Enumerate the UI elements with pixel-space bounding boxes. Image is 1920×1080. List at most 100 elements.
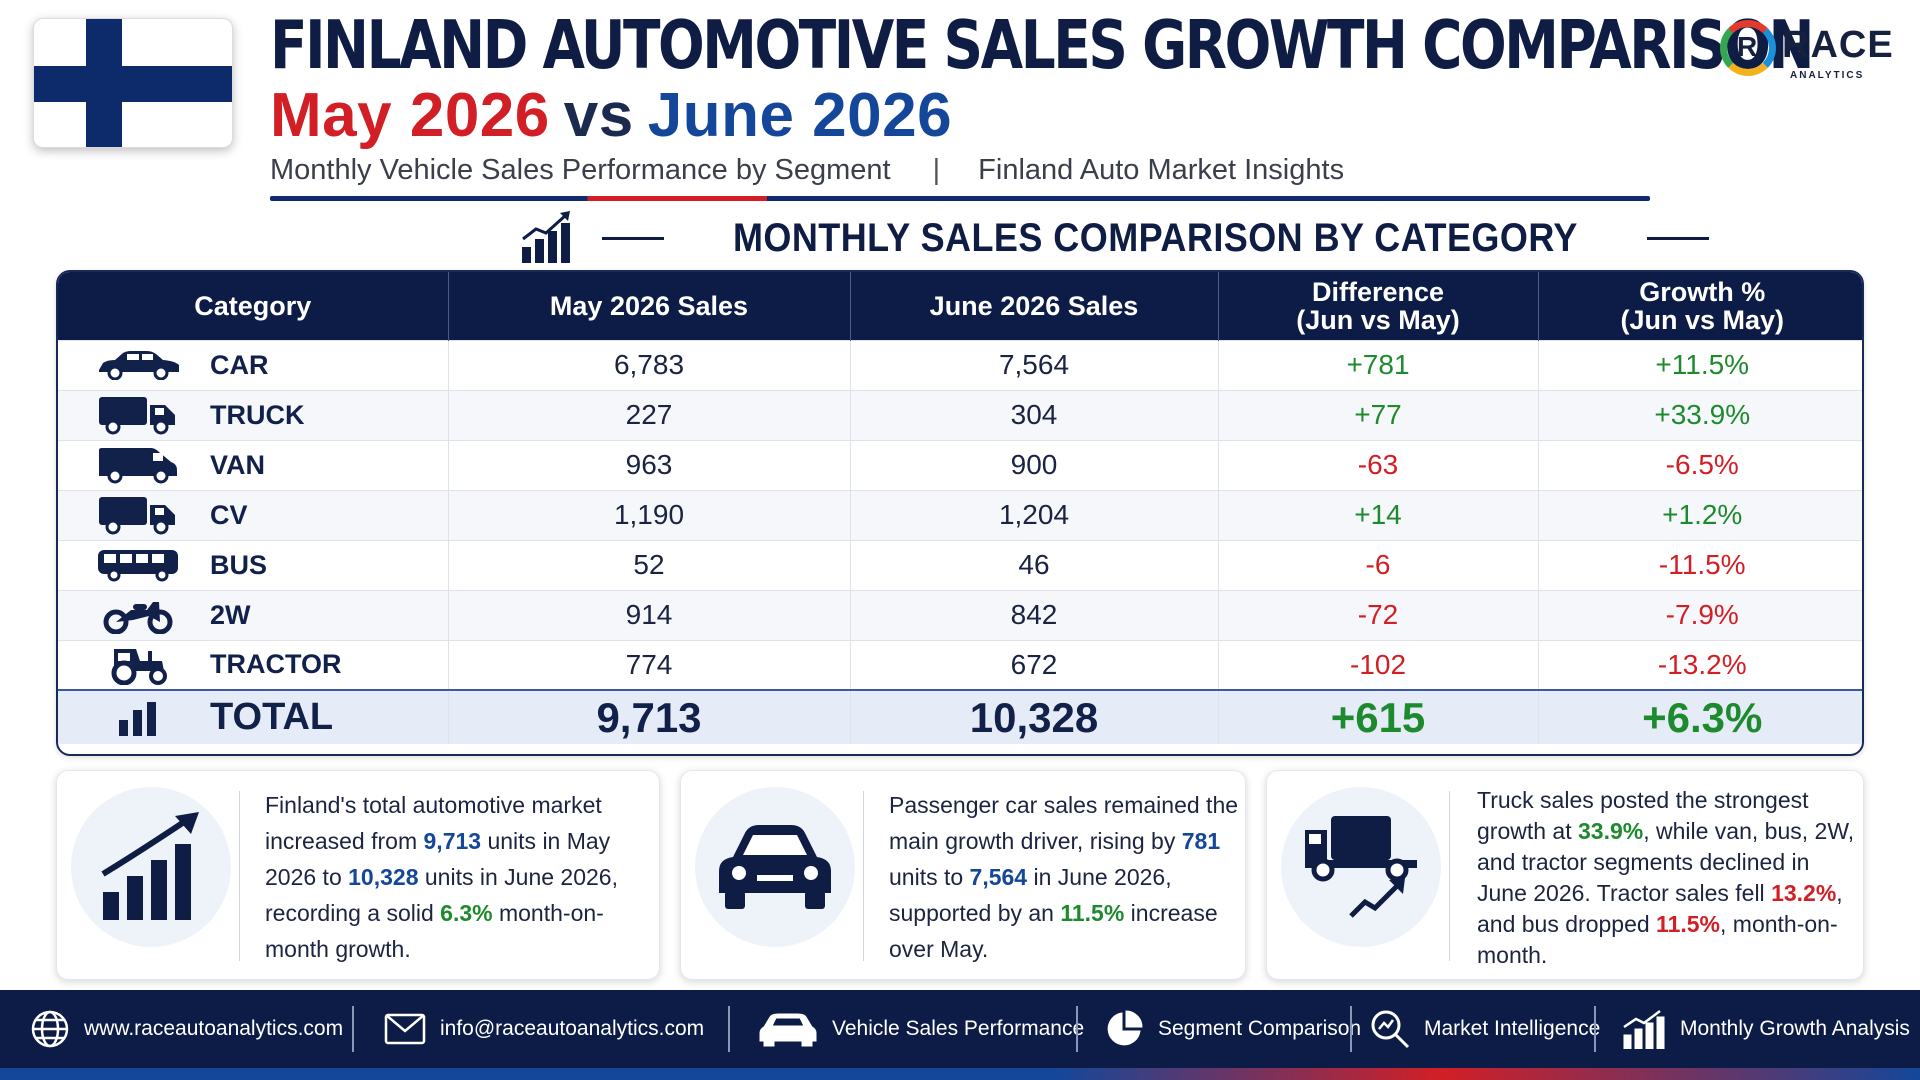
insight-card-car: Passenger car sales remained the main gr… xyxy=(680,770,1246,980)
footer-separator xyxy=(1350,1006,1352,1052)
subtitle-may: May 2026 xyxy=(270,81,550,150)
insight-text-part: in June 2026, supported by an xyxy=(889,864,1172,926)
table-header-row: Category May 2026 Sales June 2026 Sales … xyxy=(58,272,1862,340)
bus-icon xyxy=(92,545,184,585)
growth-cell: -11.5% xyxy=(1538,539,1862,590)
footer-vehicle-sales-text[interactable]: Vehicle Sales Performance xyxy=(832,1017,1085,1040)
insight-text-part: Passenger car sales remained the main gr… xyxy=(889,792,1239,854)
june-sales-cell: 7,564 xyxy=(850,339,1219,390)
truck-icon xyxy=(92,395,184,435)
subtitle-vs: vs xyxy=(563,81,634,150)
category-cell: BUS xyxy=(58,539,449,590)
logo-name: RACE xyxy=(1782,24,1894,66)
category-label: CV xyxy=(210,499,248,530)
footer-email-text[interactable]: info@raceautoanalytics.com xyxy=(440,1017,705,1040)
june-sales-cell: 900 xyxy=(850,439,1219,490)
sales-comparison-table: Category May 2026 Sales June 2026 Sales … xyxy=(56,270,1864,756)
may-sales-cell: 774 xyxy=(448,639,851,690)
june-sales-cell: 304 xyxy=(850,389,1219,440)
insight-text-part: , month-on-month. xyxy=(1477,911,1838,968)
logo-subtext: ANALYTICS xyxy=(1790,70,1865,81)
motorcycle-icon xyxy=(92,595,184,635)
pie-chart-icon xyxy=(1107,1010,1143,1046)
difference-cell: +77 xyxy=(1218,389,1539,440)
table-row: CV 1,190 1,204 +14 +1.2% xyxy=(58,489,1862,540)
may-sales-cell: 52 xyxy=(448,539,851,590)
insight-text-part: units to xyxy=(889,864,970,890)
category-cell: TOTAL xyxy=(58,689,449,744)
june-sales-cell: 46 xyxy=(850,539,1219,590)
growth-cell: -7.9% xyxy=(1538,589,1862,640)
tagline-left: Monthly Vehicle Sales Performance by Seg… xyxy=(270,154,891,186)
category-cell: CAR xyxy=(58,339,449,390)
tractor-icon xyxy=(92,645,184,685)
footer-separator xyxy=(1076,1006,1078,1052)
growth-cell: +11.5% xyxy=(1538,339,1862,390)
difference-cell: -102 xyxy=(1218,639,1539,690)
van-icon xyxy=(92,445,184,485)
insight-highlight: 10,328 xyxy=(348,864,419,890)
footer-market-intelligence-text[interactable]: Market Intelligence xyxy=(1424,1017,1601,1040)
insight-highlight: 9,713 xyxy=(423,828,482,854)
page-subtitle: May 2026 vs June 2026 xyxy=(270,80,952,151)
june-sales-cell: 842 xyxy=(850,589,1219,640)
table-row: VAN 963 900 -63 -6.5% xyxy=(58,439,1862,490)
finland-flag-icon xyxy=(33,18,233,148)
growth-cell: +1.2% xyxy=(1538,489,1862,540)
insight-text: Truck sales posted the strongest growth … xyxy=(1477,785,1855,971)
magnifier-chart-icon xyxy=(1371,1010,1410,1049)
section-title: MONTHLY SALES COMPARISON BY CATEGORY xyxy=(732,215,1578,260)
footer-monthly-growth-text[interactable]: Monthly Growth Analysis xyxy=(1680,1017,1910,1040)
insight-card-truck: Truck sales posted the strongest growth … xyxy=(1266,770,1864,980)
footer-segment-comparison[interactable]: Segment Comparison xyxy=(1104,990,1361,1068)
category-label: TRUCK xyxy=(210,399,305,430)
footer-website-text[interactable]: www.raceautoanalytics.com xyxy=(84,1017,344,1040)
difference-cell: +14 xyxy=(1218,489,1539,540)
category-label: VAN xyxy=(210,449,266,480)
footer-website[interactable]: www.raceautoanalytics.com xyxy=(30,990,343,1068)
footer-email[interactable]: info@raceautoanalytics.com xyxy=(384,990,704,1068)
card-divider xyxy=(863,791,864,961)
footer-monthly-growth[interactable]: Monthly Growth Analysis xyxy=(1622,990,1910,1068)
difference-cell: -63 xyxy=(1218,439,1539,490)
header-june-sales: June 2026 Sales xyxy=(850,272,1219,340)
footer-bar: www.raceautoanalytics.com info@raceautoa… xyxy=(0,990,1920,1080)
logo-ring-icon xyxy=(1720,20,1776,76)
footer-market-intelligence[interactable]: Market Intelligence xyxy=(1370,990,1600,1068)
category-label: TRACTOR xyxy=(210,649,342,680)
insight-text-part: increase over May. xyxy=(889,900,1218,962)
total-growth: +6.3% xyxy=(1538,689,1862,744)
insight-highlight: 11.5% xyxy=(1060,900,1125,926)
growth-cell: -6.5% xyxy=(1538,439,1862,490)
table-row: 2W 914 842 -72 -7.9% xyxy=(58,589,1862,640)
header-growth: Growth % (Jun vs May) xyxy=(1538,272,1862,340)
footer-segment-comparison-text[interactable]: Segment Comparison xyxy=(1158,1017,1362,1040)
may-sales-cell: 914 xyxy=(448,589,851,640)
table-row: TRUCK 227 304 +77 +33.9% xyxy=(58,389,1862,440)
mail-icon xyxy=(384,1013,426,1045)
card-divider xyxy=(239,791,240,961)
insight-text-part: month-on-month growth. xyxy=(265,900,604,962)
total-june-sales: 10,328 xyxy=(850,689,1219,744)
category-cell: VAN xyxy=(58,439,449,490)
header-category: Category xyxy=(58,272,449,340)
footer-vehicle-sales[interactable]: Vehicle Sales Performance xyxy=(758,990,1084,1068)
insight-text-part: , while van, bus, 2W, and tractor segmen… xyxy=(1477,818,1855,906)
heading-dash-right xyxy=(1646,236,1709,240)
bar-chart-icon xyxy=(92,698,184,738)
may-sales-cell: 963 xyxy=(448,439,851,490)
total-label: TOTAL xyxy=(210,696,334,738)
june-sales-cell: 672 xyxy=(850,639,1219,690)
insight-text-part: units in June 2026, recording a solid xyxy=(265,864,618,926)
car-front-icon xyxy=(695,787,855,947)
category-label: CAR xyxy=(210,349,269,380)
footer-separator xyxy=(728,1006,730,1052)
footer-separator xyxy=(1594,1006,1596,1052)
insight-text: Passenger car sales remained the main gr… xyxy=(889,787,1239,967)
car-icon xyxy=(92,345,184,385)
insight-text-part: Truck sales posted the strongest growth … xyxy=(1477,787,1809,844)
subtitle-june: June 2026 xyxy=(647,81,953,150)
tagline-separator: | xyxy=(932,154,941,186)
growth-chart-icon xyxy=(71,787,231,947)
insight-highlight: 6.3% xyxy=(440,900,493,926)
